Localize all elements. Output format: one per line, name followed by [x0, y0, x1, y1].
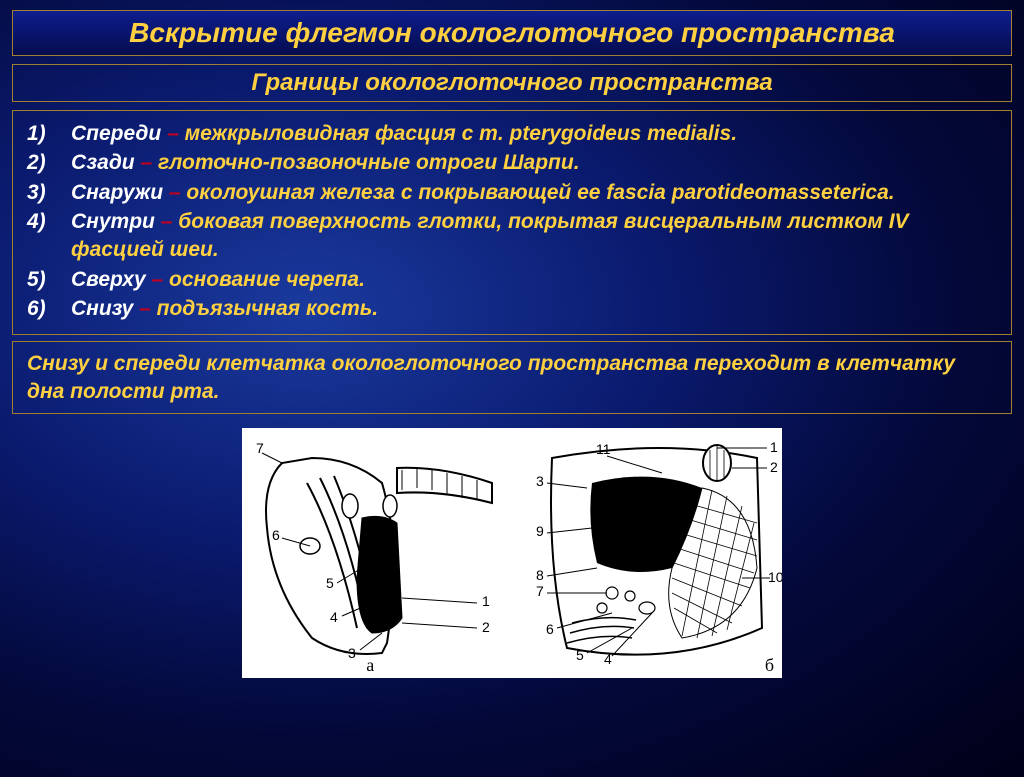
fig-a-num-7: 7: [256, 440, 264, 456]
item-num: 2): [27, 149, 71, 177]
item-num: 6): [27, 295, 71, 323]
fig-a-num-6: 6: [272, 527, 280, 543]
item-text: Сверху – основание черепа.: [71, 266, 365, 294]
boundaries-list: 1) Спереди – межкрыловидная фасция с m. …: [12, 110, 1012, 335]
item-text: Снутри – боковая поверхность глотки, пок…: [71, 208, 997, 265]
list-item: 4) Снутри – боковая поверхность глотки, …: [27, 208, 997, 265]
note-box: Снизу и спереди клетчатка окологлоточног…: [12, 341, 1012, 414]
list-item: 5) Сверху – основание черепа.: [27, 266, 997, 294]
item-num: 3): [27, 179, 71, 207]
anatomy-figure: 7 6 5 4 3 1 2 а: [242, 428, 782, 678]
fig-b-num-6: 6: [546, 621, 554, 637]
item-text: Сзади – глоточно-позвоночные отроги Шарп…: [71, 149, 580, 177]
subtitle: Границы окологлоточного пространства: [251, 69, 772, 96]
fig-b-num-1: 1: [770, 439, 778, 455]
fig-b-num-2: 2: [770, 459, 778, 475]
fig-a-num-4: 4: [330, 609, 338, 625]
item-num: 4): [27, 208, 71, 236]
list-item: 6) Снизу – подъязычная кость.: [27, 295, 997, 323]
item-text: Спереди – межкрыловидная фасция с m. pte…: [71, 120, 737, 148]
list-item: 3) Снаружи – околоушная железа с покрыва…: [27, 179, 997, 207]
panel-a-label: а: [366, 655, 374, 676]
fig-b-num-7: 7: [536, 583, 544, 599]
fig-a-num-5: 5: [326, 575, 334, 591]
panel-b-label: б: [765, 655, 774, 676]
fig-b-num-4: 4: [604, 651, 612, 667]
fig-b-num-3: 3: [536, 473, 544, 489]
list-item: 2) Сзади – глоточно-позвоночные отроги Ш…: [27, 149, 997, 177]
fig-a-num-2: 2: [482, 619, 490, 635]
list-item: 1) Спереди – межкрыловидная фасция с m. …: [27, 120, 997, 148]
fig-a-num-3: 3: [348, 645, 356, 661]
item-num: 5): [27, 266, 71, 294]
title-bar: Вскрытие флегмон окологлоточного простра…: [12, 10, 1012, 56]
item-num: 1): [27, 120, 71, 148]
panel-b: 1 2 10 11 3 9 8 7 6 5 4 б: [512, 428, 782, 678]
page-title: Вскрытие флегмон окологлоточного простра…: [129, 17, 895, 48]
item-text: Снизу – подъязычная кость.: [71, 295, 378, 323]
subtitle-bar: Границы окологлоточного пространства: [12, 64, 1012, 102]
fig-b-num-8: 8: [536, 567, 544, 583]
note-text: Снизу и спереди клетчатка окологлоточног…: [27, 352, 955, 402]
fig-b-num-10: 10: [768, 569, 782, 585]
fig-a-num-1: 1: [482, 593, 490, 609]
fig-b-num-9: 9: [536, 523, 544, 539]
panel-a: 7 6 5 4 3 1 2 а: [242, 428, 512, 678]
fig-b-num-5: 5: [576, 647, 584, 663]
item-text: Снаружи – околоушная железа с покрывающе…: [71, 179, 895, 207]
fig-b-num-11: 11: [596, 441, 611, 457]
